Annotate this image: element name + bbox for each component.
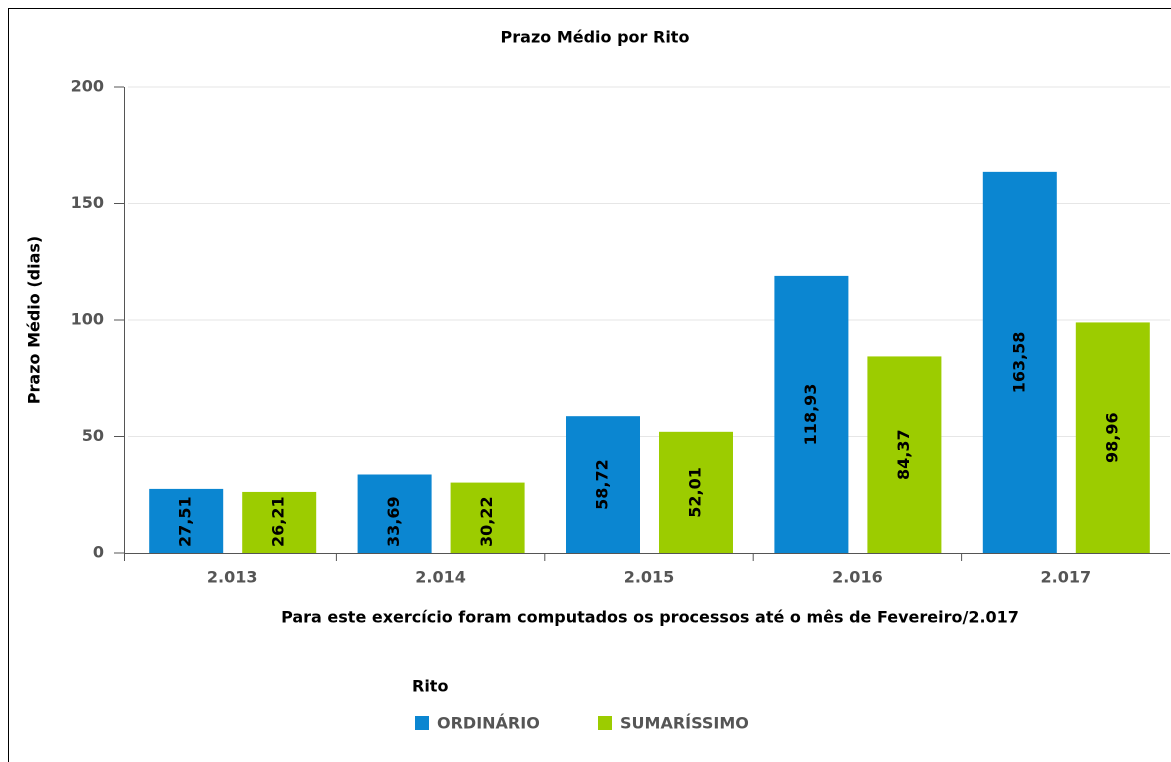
y-tick-label: 200	[71, 77, 104, 96]
data-label: 52,01	[686, 467, 705, 518]
bar	[450, 482, 525, 553]
data-label: 26,21	[269, 496, 288, 547]
legend-title: Rito	[412, 677, 448, 696]
data-label: 118,93	[801, 384, 820, 446]
data-label: 33,69	[384, 496, 403, 547]
chart-title: Prazo Médio por Rito	[501, 28, 690, 47]
x-tick-label: 2.013	[207, 568, 258, 587]
x-tick-label: 2.015	[624, 568, 675, 587]
bar	[982, 171, 1057, 554]
legend-swatch	[415, 716, 429, 730]
data-label: 98,96	[1102, 412, 1121, 463]
x-tick-label: 2.017	[1040, 568, 1091, 587]
y-tick-label: 0	[93, 543, 104, 562]
bar	[357, 474, 432, 553]
x-axis-title: Para este exercício foram computados os …	[281, 608, 1019, 627]
bar	[659, 431, 733, 553]
bar	[867, 356, 942, 553]
y-tick-label: 100	[71, 310, 104, 329]
x-tick-label: 2.016	[832, 568, 883, 587]
y-tick-label: 50	[82, 426, 104, 445]
data-label: 163,58	[1009, 332, 1028, 394]
frame	[8, 8, 1171, 762]
bar	[566, 416, 640, 553]
bar	[1075, 322, 1150, 553]
data-label: 30,22	[477, 496, 496, 547]
bar	[149, 488, 224, 553]
data-label: 58,72	[593, 459, 612, 510]
bar	[242, 491, 317, 553]
bar	[774, 275, 849, 553]
legend-swatch	[598, 716, 612, 730]
data-label: 27,51	[176, 496, 195, 547]
legend-label: SUMARÍSSIMO	[620, 714, 749, 733]
data-label: 84,37	[894, 429, 913, 480]
x-tick-label: 2.014	[415, 568, 466, 587]
legend-label: ORDINÁRIO	[437, 714, 540, 733]
y-axis-title: Prazo Médio (dias)	[25, 236, 44, 404]
y-tick-label: 150	[71, 193, 104, 212]
